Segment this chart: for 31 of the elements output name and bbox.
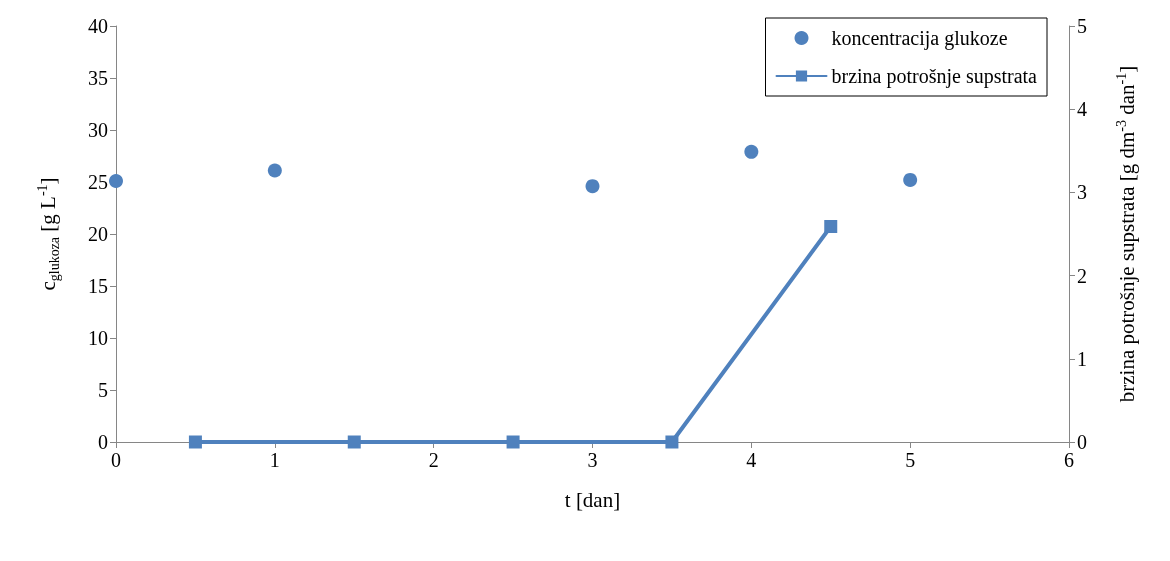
point <box>744 144 759 159</box>
point <box>903 172 918 187</box>
y-axis-title: cglukoza [g L-1] <box>34 177 62 291</box>
x-tick-label: 6 <box>1064 449 1074 471</box>
y2-tick-label: 5 <box>1077 15 1087 37</box>
y-tick-label: 5 <box>98 379 108 401</box>
y-tick-label: 15 <box>88 275 108 297</box>
x-tick-label: 2 <box>428 449 439 471</box>
x-axis-title: t [dan] <box>564 488 621 512</box>
y-tick-label: 30 <box>88 119 108 141</box>
x-tick-label: 4 <box>746 449 757 471</box>
legend-label: koncentracija glukoze <box>831 27 1008 50</box>
x-tick-label: 3 <box>587 449 598 471</box>
y-tick-label: 40 <box>88 15 108 37</box>
y2-tick-label: 3 <box>1077 181 1087 204</box>
point <box>585 179 600 194</box>
y-tick-label: 20 <box>88 223 108 245</box>
y-tick-label: 10 <box>88 327 108 349</box>
y2-axis-title: brzina potrošnje supstrata [g dm-3 dan-1] <box>1113 65 1139 403</box>
x-tick-label: 1 <box>269 449 280 471</box>
legend-label: brzina potrošnje supstrata <box>831 65 1038 88</box>
y2-tick-label: 4 <box>1077 98 1087 121</box>
x-tick-label: 5 <box>905 449 916 471</box>
y-tick-label: 25 <box>88 171 108 193</box>
y2-tick-label: 2 <box>1077 264 1087 287</box>
point <box>109 173 123 188</box>
y-tick-label: 35 <box>88 67 108 89</box>
y2-tick-label: 1 <box>1077 347 1087 370</box>
y2-tick-label: 0 <box>1077 431 1087 453</box>
y-tick-label: 0 <box>98 431 108 453</box>
point <box>267 163 282 178</box>
